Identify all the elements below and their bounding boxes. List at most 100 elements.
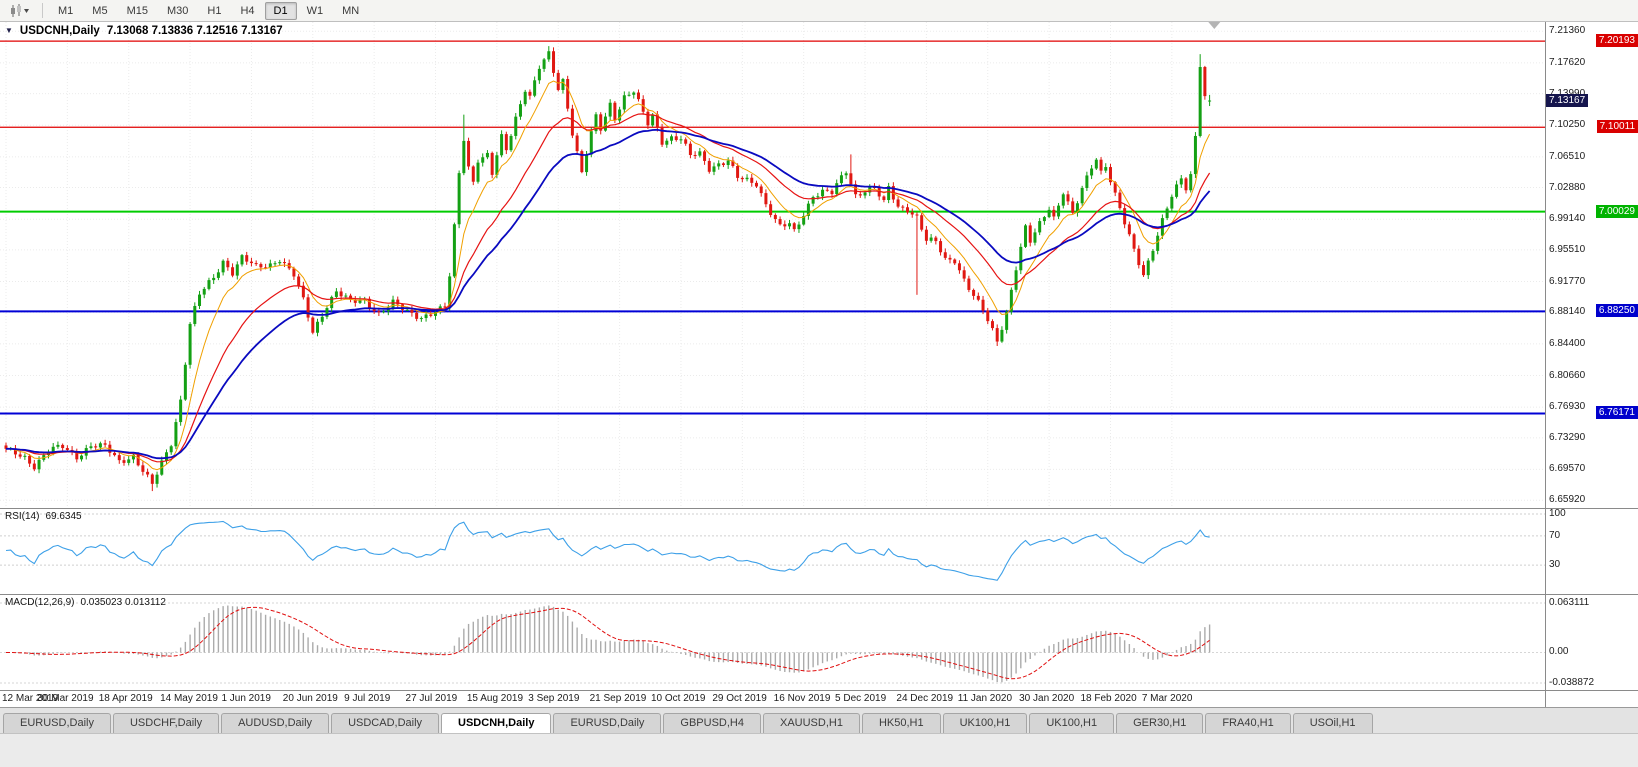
- price-tick-label: 6.65920: [1549, 494, 1586, 506]
- tab-hk50-h1[interactable]: HK50,H1: [861, 713, 941, 733]
- time-axis-row: 12 Mar 2019 30 Mar 2019 18 Apr 2019 14 May …: [0, 690, 1638, 707]
- toolbar: M1 M5 M15 M30 H1 H4 D1 W1 MN: [0, 0, 1638, 22]
- date-label: 18 Feb 2020: [1080, 693, 1137, 704]
- rsi-plot[interactable]: RSI(14) 69.6345: [0, 509, 1545, 594]
- macd-level-label: 0.00: [1549, 646, 1569, 658]
- rsi-name-label: RSI(14): [5, 511, 40, 522]
- date-label: 7 Mar 2020: [1141, 693, 1193, 704]
- price-chart-svg[interactable]: [0, 22, 1545, 508]
- timeframe-button-mn[interactable]: MN: [342, 4, 360, 17]
- tab-xauusd-h1[interactable]: XAUUSD,H1: [762, 713, 860, 733]
- date-label: 20 Jun 2019: [282, 693, 338, 704]
- timeframe-buttons: M1 M5 M15 M30 H1 H4 D1 W1 MN: [49, 1, 368, 20]
- price-badge: 6.88250: [1595, 304, 1638, 318]
- timeframe-button-m30[interactable]: M30: [166, 4, 189, 17]
- date-label: 24 Dec 2019: [896, 693, 954, 704]
- date-label: 5 Dec 2019: [835, 693, 887, 704]
- date-label: 27 Jul 2019: [405, 693, 458, 704]
- bottom-tabs: EURUSD,Daily USDCHF,Daily AUDUSD,Daily USDC…: [0, 707, 1638, 733]
- price-tick-label: 7.02880: [1549, 181, 1586, 193]
- tab-usdchf-daily[interactable]: USDCHF,Daily: [112, 713, 220, 733]
- price-tick-label: 7.06510: [1549, 150, 1586, 162]
- rsi-panel: RSI(14) 69.6345 100 70 30: [0, 508, 1638, 594]
- price-badge: 7.20193: [1595, 34, 1638, 48]
- price-tick-label: 7.21360: [1549, 25, 1586, 37]
- timeframe-button-d1[interactable]: D1: [264, 1, 297, 20]
- rsi-title: RSI(14) 69.6345: [5, 511, 82, 522]
- tab-uk100-h1[interactable]: UK100,H1: [1029, 713, 1115, 733]
- timeframe-button-w1[interactable]: W1: [306, 4, 324, 17]
- chart-type-icon[interactable]: [4, 2, 36, 20]
- tab-audusd-daily[interactable]: AUDUSD,Daily: [221, 713, 330, 733]
- chart-ohlc-values: 7.13068 7.13836 7.12516 7.13167: [106, 25, 283, 37]
- price-tick-label: 6.80660: [1549, 369, 1586, 381]
- price-badge: 6.76171: [1595, 406, 1638, 420]
- tab-uk100-h1[interactable]: UK100,H1: [942, 713, 1028, 733]
- price-tick-label: 7.13990: [1549, 88, 1585, 99]
- price-badge: 7.00029: [1595, 204, 1638, 218]
- macd-level-label: 0.063111: [1549, 597, 1590, 608]
- tab-usoil-h1[interactable]: USOil,H1: [1292, 713, 1373, 733]
- price-tick-label: 7.17620: [1549, 56, 1586, 68]
- macd-values-label: 0.035023 0.013112: [80, 597, 166, 608]
- price-badge: 7.13167: [1546, 93, 1589, 107]
- date-label: 12 Mar 2019: [2, 693, 59, 704]
- tab-gbpusd-h4[interactable]: GBPUSD,H4: [663, 713, 761, 733]
- tab-fra40-h1[interactable]: FRA40,H1: [1205, 713, 1291, 733]
- candlestick-chart-icon: [11, 3, 29, 17]
- macd-chart-svg[interactable]: [0, 595, 1545, 690]
- price-tick-label: 6.69570: [1549, 463, 1586, 475]
- timeframe-button-h4[interactable]: H4: [240, 4, 255, 17]
- date-label: 14 May 2019: [160, 693, 218, 704]
- timeframe-button-m5[interactable]: M5: [92, 4, 108, 17]
- date-label: 29 Oct 2019: [712, 693, 767, 704]
- date-label: 18 Apr 2019: [98, 693, 153, 704]
- macd-name-label: MACD(12,26,9): [5, 597, 75, 608]
- date-label: 11 Jan 2020: [957, 693, 1013, 704]
- date-label: 3 Sep 2019: [528, 693, 580, 704]
- macd-level-label: -0.038872: [1549, 677, 1595, 688]
- price-tick-label: 6.95510: [1549, 243, 1586, 255]
- tab-eurusd-daily[interactable]: EURUSD,Daily: [553, 713, 662, 733]
- tab-ger30-h1[interactable]: GER30,H1: [1116, 713, 1204, 733]
- tab-eurusd-daily[interactable]: EURUSD,Daily: [3, 713, 111, 733]
- date-label: 16 Nov 2019: [773, 693, 831, 704]
- macd-plot[interactable]: MACD(12,26,9) 0.035023 0.013112: [0, 595, 1545, 690]
- main-chart-panel: ▼ USDCNH,Daily 7.13068 7.13836 7.12516 7…: [0, 22, 1638, 508]
- rsi-level-label: 30: [1549, 559, 1561, 571]
- tab-usdcad-daily[interactable]: USDCAD,Daily: [331, 713, 440, 733]
- chart-title: ▼ USDCNH,Daily 7.13068 7.13836 7.12516 7…: [5, 25, 283, 37]
- status-bar: [0, 733, 1638, 767]
- rsi-axis[interactable]: 100 70 30: [1545, 509, 1638, 594]
- chart-symbol-label: USDCNH,Daily: [19, 25, 100, 37]
- time-axis-corner: [1545, 691, 1638, 707]
- price-axis[interactable]: 7.21360 7.17620 7.13990 7.10250 7.06510 7.028…: [1545, 22, 1638, 508]
- rsi-level-label: 70: [1549, 529, 1561, 541]
- time-axis[interactable]: 12 Mar 2019 30 Mar 2019 18 Apr 2019 14 May …: [0, 691, 1545, 707]
- price-tick-label: 6.84400: [1549, 337, 1586, 349]
- rsi-value-label: 69.6345: [45, 511, 82, 522]
- price-tick-label: 6.99140: [1549, 213, 1586, 225]
- timeframe-button-m15[interactable]: M15: [126, 4, 148, 17]
- date-label: 10 Oct 2019: [650, 693, 706, 704]
- timeframe-button-m1[interactable]: M1: [58, 4, 74, 17]
- rsi-chart-svg[interactable]: [0, 509, 1545, 594]
- price-badge: 7.10011: [1596, 120, 1638, 134]
- main-chart-plot[interactable]: ▼ USDCNH,Daily 7.13068 7.13836 7.12516 7…: [0, 22, 1545, 508]
- price-tick-label: 6.88140: [1549, 306, 1586, 318]
- chart-shift-marker-icon: [1208, 22, 1221, 29]
- price-tick-label: 7.10250: [1549, 119, 1586, 131]
- macd-axis[interactable]: 0.063111 0.00 -0.038872: [1545, 595, 1638, 690]
- price-tick-label: 6.73290: [1549, 431, 1586, 443]
- chart-menu-icon[interactable]: ▼: [5, 26, 13, 35]
- date-label: 30 Mar 2019: [37, 693, 94, 704]
- price-tick-label: 6.76930: [1549, 401, 1586, 413]
- date-label: 21 Sep 2019: [589, 693, 647, 704]
- date-label: 15 Aug 2019: [466, 693, 524, 704]
- tab-usdcnh-daily[interactable]: USDCNH,Daily: [441, 713, 552, 733]
- macd-title: MACD(12,26,9) 0.035023 0.013112: [5, 597, 166, 608]
- date-label: 9 Jul 2019: [344, 693, 391, 704]
- timeframe-button-h1[interactable]: H1: [207, 4, 222, 17]
- price-tick-label: 6.91770: [1549, 275, 1586, 287]
